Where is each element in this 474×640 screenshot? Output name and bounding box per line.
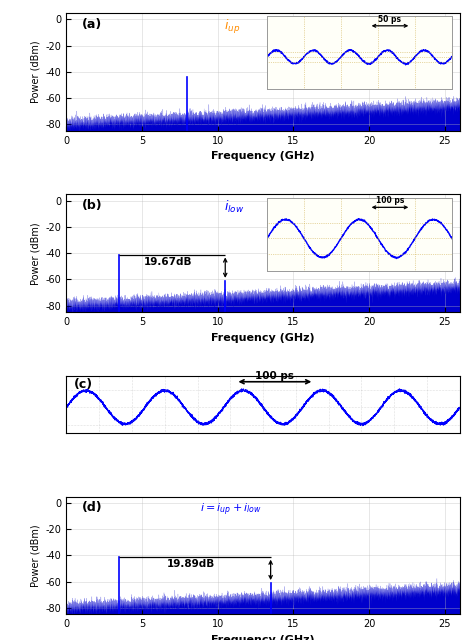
- Text: $i = i_{up} + i_{low}$: $i = i_{up} + i_{low}$: [200, 501, 262, 518]
- Text: (a): (a): [82, 17, 102, 31]
- X-axis label: Frequency (GHz): Frequency (GHz): [211, 333, 315, 342]
- Text: 19.89dB: 19.89dB: [166, 559, 215, 569]
- Text: (b): (b): [82, 199, 103, 212]
- Text: 100 ps: 100 ps: [255, 371, 294, 381]
- Text: $i_{low}$: $i_{low}$: [224, 199, 244, 215]
- Text: (d): (d): [82, 501, 103, 515]
- Text: $i_{up}$: $i_{up}$: [224, 17, 240, 35]
- Y-axis label: Power (dBm): Power (dBm): [30, 222, 40, 285]
- Text: (c): (c): [74, 378, 93, 390]
- Y-axis label: Power (dBm): Power (dBm): [30, 40, 40, 103]
- X-axis label: Frequency (GHz): Frequency (GHz): [211, 151, 315, 161]
- X-axis label: Frequency (GHz): Frequency (GHz): [211, 635, 315, 640]
- Y-axis label: Power (dBm): Power (dBm): [30, 524, 40, 587]
- Text: 19.67dB: 19.67dB: [144, 257, 192, 267]
